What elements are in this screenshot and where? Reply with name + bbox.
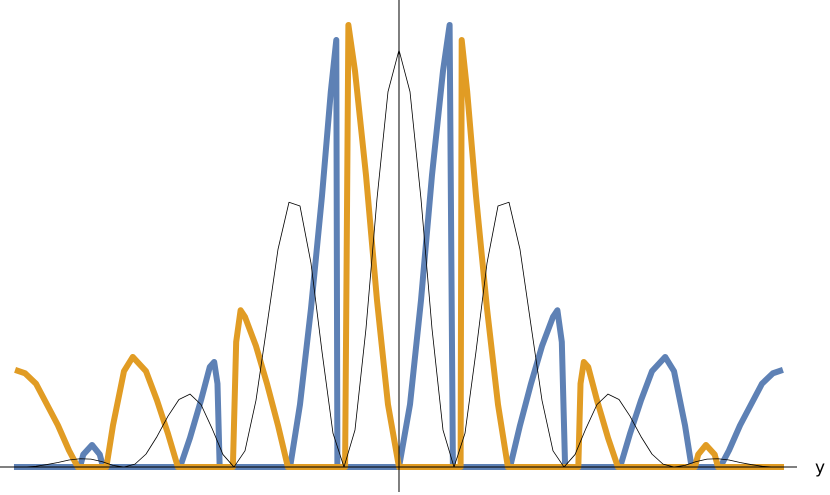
line-series [14, 22, 785, 471]
x-axis-label: y [815, 458, 825, 478]
line-series [13, 22, 784, 471]
